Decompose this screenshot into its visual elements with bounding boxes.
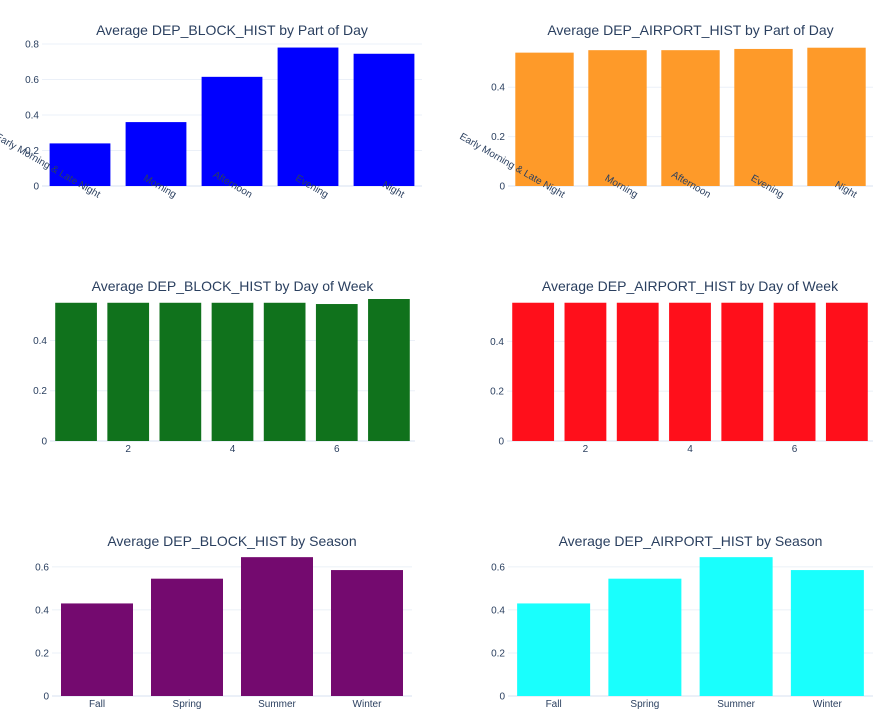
bar-morning [125,122,187,186]
y-tick-label: 0.2 [490,387,504,398]
y-tick-label: 0.2 [491,648,505,659]
bar-spring [151,578,223,696]
bar-fall [517,603,591,696]
y-tick-label: 0.4 [490,337,504,348]
x-tick-label: Fall [546,699,562,710]
y-tick-label: 0.4 [491,605,505,616]
y-tick-label: 0.4 [491,83,505,94]
y-tick-label: 0 [499,692,505,703]
bar-winter [790,570,864,696]
chart-title: Average DEP_BLOCK_HIST by Day of Week [92,278,375,294]
y-tick-label: 0 [498,437,504,448]
bar-day-5 [721,302,764,441]
bar-morning [588,50,647,186]
x-tick-label: 6 [792,444,798,455]
bar-day-3 [159,302,202,441]
y-tick-label: 0 [41,437,47,448]
bar-day-1 [55,302,97,441]
x-tick-label: 4 [230,444,236,455]
bar-spring [608,578,682,696]
chart-title: Average DEP_AIRPORT_HIST by Season [559,533,823,549]
y-tick-label: 0.2 [25,146,39,157]
y-tick-label: 0.6 [25,75,39,86]
bar-day-7 [368,299,410,441]
bar-day-4 [669,302,711,441]
chart-panel-6: 0 0.2 0.4 0.6 Fall Spring Summer Winter Average … [491,533,873,710]
y-tick-label: 0.2 [491,132,505,143]
bar-winter [331,570,403,696]
x-tick-label: Winter [813,699,843,710]
x-tick-label: 2 [583,444,589,455]
bar-day-3 [616,302,659,441]
bar-day-1 [512,302,555,441]
x-tick-label: Winter [353,699,383,710]
bar-night [807,47,866,187]
x-tick-label: Fall [89,699,105,710]
y-tick-label: 0.4 [25,111,39,122]
x-tick-label: Summer [258,699,296,710]
chart-panel-5: 0 0.2 0.4 0.6 Fall Spring Summer Winter Average … [35,533,412,710]
y-tick-label: 0.4 [35,605,49,616]
chart-panel-4: 0 0.2 0.4 2 4 6 Average DEP_AIRPORT_HIST by Da… [490,278,873,455]
bar-early-morning-late-night [515,52,574,186]
y-tick-label: 0 [499,182,505,193]
x-tick-label: Summer [717,699,755,710]
bar-day-6 [315,304,358,441]
chart-title: Average DEP_BLOCK_HIST by Part of Day [96,22,368,38]
y-tick-label: 0.6 [35,562,49,573]
bar-evening [277,47,339,186]
x-tick-label: 4 [687,444,693,455]
bar-summer [241,557,313,696]
bar-early-morning-late-night [49,143,111,186]
bar-afternoon [201,76,263,186]
y-tick-label: 0.2 [33,386,47,397]
chart-title: Average DEP_BLOCK_HIST by Season [107,533,356,549]
y-tick-label: 0.8 [25,40,39,51]
bar-summer [699,557,773,696]
x-tick-label: Spring [630,699,659,710]
bar-day-4 [211,302,254,441]
chart-title: Average DEP_AIRPORT_HIST by Day of Week [542,278,839,294]
x-tick-label: 2 [125,444,131,455]
bar-fall [61,603,133,696]
bar-day-6 [773,302,816,441]
bar-evening [734,48,793,186]
y-tick-label: 0.6 [491,562,505,573]
bar-day-2 [107,302,150,441]
y-tick-label: 0 [43,692,49,703]
y-tick-label: 0.4 [33,336,47,347]
y-tick-label: 0.2 [35,648,49,659]
x-tick-label: 6 [334,444,340,455]
bar-day-2 [564,302,607,441]
chart-title: Average DEP_AIRPORT_HIST by Part of Day [547,22,833,38]
bar-day-7 [825,302,868,441]
bar-night [353,53,415,187]
y-tick-label: 0 [33,182,39,193]
bar-day-5 [263,302,306,441]
chart-panel-3: 0 0.2 0.4 2 4 6 Average DEP_BLOCK_HIST by Day … [33,278,415,455]
x-tick-label: Spring [173,699,202,710]
bar-afternoon [661,50,720,186]
